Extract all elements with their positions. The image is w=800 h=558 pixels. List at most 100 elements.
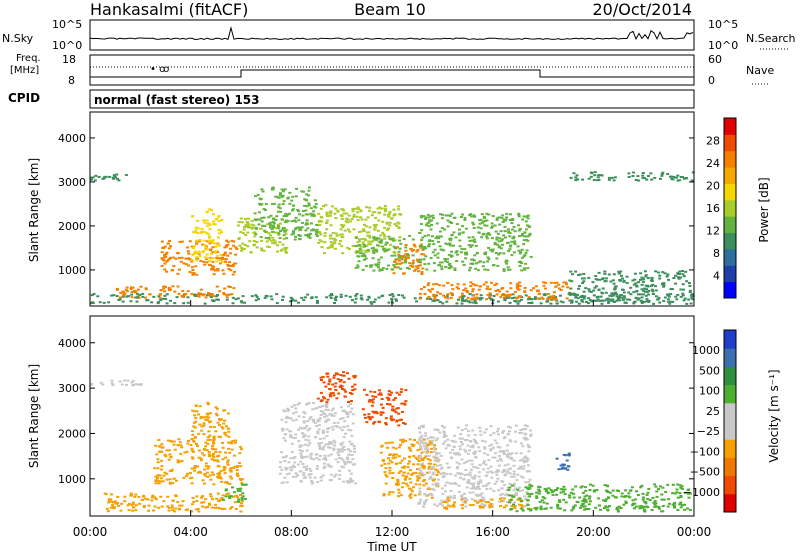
heatmap-cell bbox=[213, 251, 217, 254]
heatmap-cell bbox=[202, 416, 206, 419]
heatmap-cell bbox=[225, 244, 229, 247]
heatmap-cell bbox=[232, 270, 236, 273]
heatmap-cell bbox=[498, 497, 502, 500]
heatmap-region bbox=[507, 483, 692, 513]
heatmap-cell bbox=[448, 214, 452, 217]
heatmap-cell bbox=[447, 466, 451, 469]
heatmap-cell bbox=[240, 500, 244, 503]
heatmap-cell bbox=[340, 447, 344, 450]
heatmap-cell bbox=[678, 492, 682, 495]
heatmap-cell bbox=[640, 302, 644, 304]
heatmap-cell bbox=[591, 484, 595, 487]
heatmap-cell bbox=[427, 486, 431, 489]
heatmap-cell bbox=[411, 472, 415, 475]
heatmap-cell bbox=[297, 428, 301, 431]
heatmap-cell bbox=[520, 442, 523, 445]
heatmap-cell bbox=[596, 278, 599, 281]
heatmap-cell bbox=[166, 495, 170, 498]
heatmap-cell bbox=[229, 469, 233, 472]
heatmap-cell bbox=[138, 502, 142, 505]
heatmap-cell bbox=[492, 264, 496, 266]
heatmap-cell bbox=[563, 493, 567, 496]
heatmap-cell bbox=[394, 411, 398, 414]
heatmap-cell bbox=[454, 452, 458, 455]
heatmap-cell bbox=[508, 235, 512, 238]
heatmap-cell bbox=[306, 223, 310, 226]
heatmap-cell bbox=[455, 223, 459, 226]
heatmap-cell bbox=[422, 484, 426, 487]
heatmap-cell bbox=[402, 422, 405, 424]
heatmap-cell bbox=[377, 393, 381, 396]
heatmap-cell bbox=[374, 216, 377, 219]
heatmap-cell bbox=[477, 481, 480, 484]
heatmap-cell bbox=[542, 501, 546, 504]
heatmap-cell bbox=[408, 438, 412, 441]
heatmap-cell bbox=[263, 209, 267, 211]
heatmap-cell bbox=[174, 257, 178, 260]
heatmap-cell bbox=[466, 480, 470, 483]
heatmap-cell bbox=[399, 443, 402, 446]
heatmap-cell bbox=[234, 439, 238, 442]
heatmap-cell bbox=[660, 493, 664, 496]
heatmap-cell bbox=[468, 482, 472, 485]
heatmap-cell bbox=[436, 471, 440, 474]
heatmap-cell bbox=[511, 293, 515, 296]
heatmap-cell bbox=[481, 506, 485, 508]
heatmap-cell bbox=[436, 482, 440, 485]
heatmap-cell bbox=[99, 381, 103, 384]
heatmap-cell bbox=[235, 473, 239, 476]
heatmap-cell bbox=[433, 254, 437, 257]
heatmap-cell bbox=[279, 210, 283, 213]
heatmap-cell bbox=[308, 442, 312, 445]
heatmap-cell bbox=[409, 449, 413, 452]
heatmap-cell bbox=[379, 403, 383, 406]
heatmap-cell bbox=[422, 247, 425, 250]
heatmap-cell bbox=[230, 293, 234, 296]
heatmap-cell bbox=[418, 467, 422, 470]
heatmap-cell bbox=[250, 219, 254, 222]
heatmap-cell bbox=[457, 490, 461, 493]
colorbar-tick-label: −100 bbox=[690, 445, 720, 458]
heatmap-cell bbox=[330, 414, 334, 417]
heatmap-cell bbox=[500, 239, 504, 242]
heatmap-cell bbox=[197, 251, 200, 254]
heatmap-cell bbox=[468, 301, 472, 304]
heatmap-cell bbox=[397, 455, 401, 458]
heatmap-cell bbox=[619, 270, 623, 273]
heatmap-cell bbox=[158, 296, 162, 299]
heatmap-cell bbox=[466, 290, 470, 293]
heatmap-cell bbox=[351, 245, 355, 247]
heatmap-cell bbox=[206, 413, 210, 416]
heatmap-cell bbox=[412, 243, 416, 246]
heatmap-cell bbox=[333, 374, 336, 377]
heatmap-cell bbox=[222, 422, 226, 425]
heatmap-cell bbox=[488, 295, 492, 298]
heatmap-cell bbox=[236, 297, 240, 300]
heatmap-region bbox=[555, 452, 571, 471]
heatmap-cell bbox=[399, 242, 403, 245]
heatmap-cell bbox=[188, 258, 192, 261]
heatmap-cell bbox=[391, 446, 395, 449]
heatmap-cell bbox=[446, 219, 450, 222]
heatmap-cell bbox=[620, 495, 624, 498]
heatmap-cell bbox=[680, 485, 684, 488]
heatmap-cell bbox=[584, 489, 588, 492]
heatmap-cell bbox=[597, 179, 601, 181]
heatmap-cell bbox=[426, 284, 430, 287]
heatmap-cell bbox=[495, 236, 499, 239]
heatmap-cell bbox=[377, 296, 381, 299]
heatmap-cell bbox=[190, 476, 194, 479]
heatmap-cell bbox=[250, 227, 254, 230]
heatmap-cell bbox=[611, 279, 615, 282]
heatmap-cell bbox=[525, 249, 529, 252]
heatmap-cell bbox=[384, 482, 388, 485]
heatmap-cell bbox=[502, 234, 505, 237]
heatmap-cell bbox=[624, 500, 628, 503]
heatmap-cell bbox=[290, 451, 294, 454]
heatmap-cell bbox=[307, 189, 311, 192]
heatmap-cell bbox=[176, 285, 180, 288]
heatmap-cell bbox=[309, 212, 313, 215]
heatmap-cell bbox=[218, 232, 222, 235]
heatmap-cell bbox=[306, 420, 310, 422]
heatmap-cell bbox=[517, 229, 521, 232]
